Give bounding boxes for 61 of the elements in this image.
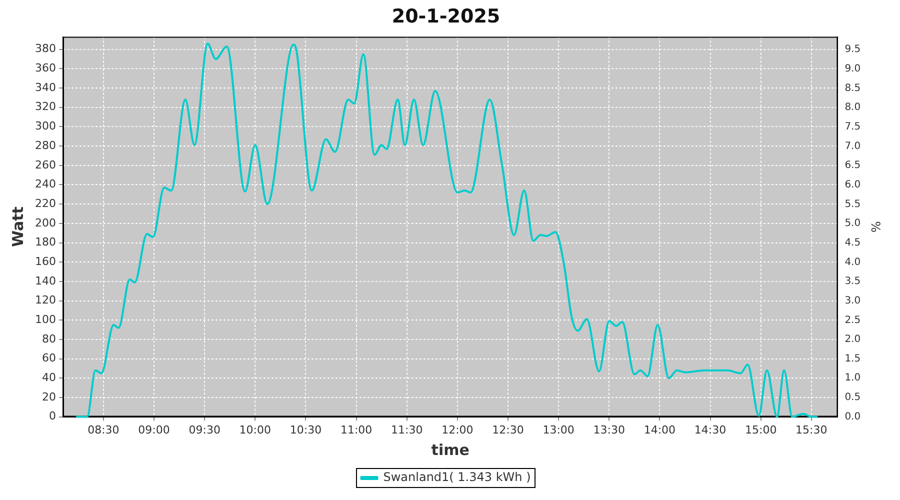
x-tick-label: 09:00 xyxy=(138,423,170,436)
y-tick-label: 100 xyxy=(34,312,56,326)
y2-axis-title: % xyxy=(868,221,883,233)
x-axis-title: time xyxy=(431,440,470,459)
y-tick-label: 60 xyxy=(42,352,56,365)
x-tick-label: 13:00 xyxy=(542,423,574,436)
x-tick-label: 09:30 xyxy=(188,423,220,436)
y2-tick-label: 8.5 xyxy=(844,82,861,94)
y2-tick-label: 5.5 xyxy=(844,198,861,210)
y-tick-label: 140 xyxy=(34,274,56,288)
y-tick-label: 180 xyxy=(34,236,56,249)
x-tick-label: 10:30 xyxy=(290,423,322,436)
x-tick-label: 14:00 xyxy=(644,423,676,436)
y-tick-label: 280 xyxy=(34,138,56,152)
y-tick-label: 20 xyxy=(42,390,56,404)
y-tick-label: 320 xyxy=(34,100,56,114)
y-tick-label: 0 xyxy=(48,410,56,423)
y-tick-label: 300 xyxy=(34,120,56,133)
y2-tick-label: 2.5 xyxy=(844,314,861,326)
x-tick-label: 10:00 xyxy=(239,423,272,436)
y2-tick-label: 1.0 xyxy=(844,372,861,384)
y2-tick-label: 4.5 xyxy=(844,237,861,248)
y-axis-title: Watt xyxy=(8,206,27,248)
y2-tick-label: 6.5 xyxy=(844,160,861,172)
y-tick-label: 80 xyxy=(42,332,56,346)
x-tick-label: 12:00 xyxy=(442,423,474,436)
y2-tick-label: 4.0 xyxy=(844,256,861,268)
y2-tick-label: 0.0 xyxy=(844,411,861,422)
y-tick-label: 160 xyxy=(34,254,56,268)
x-tick-label: 15:00 xyxy=(744,423,777,436)
legend-label: Swanland1( 1.343 kWh ) xyxy=(383,470,531,484)
y-tick-label: 120 xyxy=(34,294,56,307)
y2-tick-label: 7.0 xyxy=(844,140,861,152)
y2-tick-label: 9.0 xyxy=(844,63,861,74)
x-tick-label: 15:30 xyxy=(796,423,828,436)
y2-tick-label: 0.5 xyxy=(844,392,861,404)
y-tick-label: 220 xyxy=(34,196,56,210)
y2-tick-label: 9.5 xyxy=(844,44,861,56)
y2-tick-label: 8.0 xyxy=(844,102,861,114)
y2-tick-label: 7.5 xyxy=(844,121,861,132)
y-tick-label: 240 xyxy=(34,178,56,191)
chart-title: 20-1-2025 xyxy=(392,5,500,28)
y2-tick-label: 2.0 xyxy=(844,334,861,346)
line-series xyxy=(75,42,818,418)
y-tick-label: 260 xyxy=(34,158,56,172)
y-tick-label: 380 xyxy=(34,42,56,56)
y2-tick-label: 3.0 xyxy=(844,295,861,306)
x-tick-label: 11:30 xyxy=(391,423,423,436)
y2-tick-label: 6.0 xyxy=(844,179,861,190)
x-tick-label: 11:00 xyxy=(340,423,372,436)
x-tick-label: 12:30 xyxy=(492,423,524,436)
y-tick-label: 40 xyxy=(42,370,56,384)
x-tick-label: 14:30 xyxy=(694,423,726,436)
y-tick-label: 360 xyxy=(34,62,56,75)
x-tick-label: 08:30 xyxy=(88,423,120,436)
y2-tick-label: 1.5 xyxy=(844,353,861,364)
y-tick-label: 200 xyxy=(34,216,56,230)
y2-tick-label: 3.5 xyxy=(844,276,861,288)
y-tick-label: 340 xyxy=(34,80,56,94)
x-tick-label: 13:30 xyxy=(593,423,625,436)
y2-tick-label: 5.0 xyxy=(844,218,861,230)
